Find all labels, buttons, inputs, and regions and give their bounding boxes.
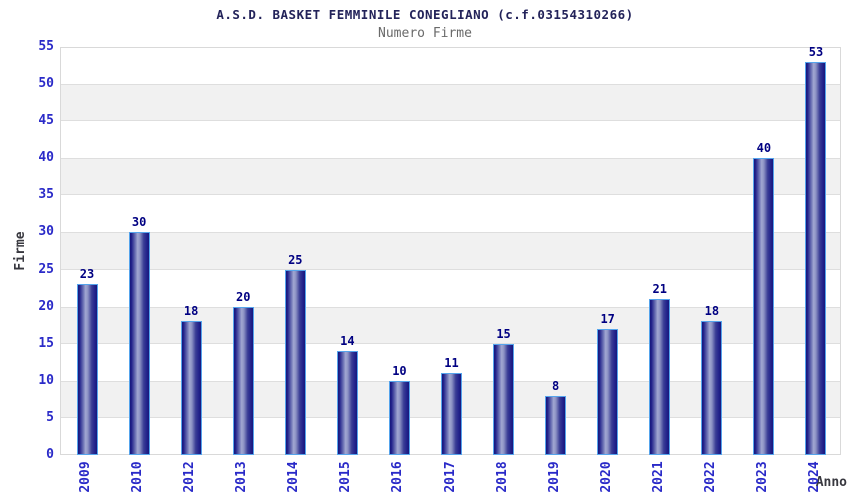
x-tick-label: 2020 — [598, 461, 614, 493]
bar-2019 — [545, 395, 567, 455]
bar-value-label: 15 — [496, 326, 511, 341]
x-tick-label: 2015 — [338, 461, 354, 493]
bar-value-label: 10 — [392, 363, 407, 378]
x-tick-label: 2018 — [494, 461, 510, 493]
bar-value-label: 53 — [808, 44, 824, 59]
x-tick-label: 2012 — [182, 461, 198, 493]
bar-value-label: 14 — [340, 334, 355, 349]
bar-value-label: 17 — [600, 311, 615, 326]
x-tick-label: 2023 — [754, 461, 770, 493]
bar-value-label: 25 — [288, 252, 303, 267]
x-tick-label: 2021 — [650, 461, 666, 493]
bar-value-label: 23 — [79, 267, 95, 282]
x-tick-label: 2019 — [546, 461, 562, 493]
y-tick-label: 15 — [38, 335, 54, 351]
grid-band — [61, 84, 840, 122]
bar-2018 — [493, 343, 515, 455]
x-tick-label: 2017 — [442, 461, 458, 493]
y-tick-label: 20 — [38, 298, 54, 314]
x-tick-label: 2013 — [234, 461, 250, 493]
bar-2022 — [701, 321, 723, 455]
bar-2010 — [128, 232, 150, 455]
y-tick-label: 40 — [38, 150, 54, 166]
bar-value-label: 20 — [235, 289, 251, 304]
x-tick-label: 2024 — [806, 461, 822, 493]
x-axis-title: Anno — [815, 475, 847, 490]
bar-2017 — [441, 373, 462, 455]
x-tick-label: 2014 — [286, 461, 302, 493]
bar-2009 — [76, 284, 98, 455]
y-tick-label: 55 — [38, 39, 54, 54]
y-tick-label: 25 — [38, 261, 54, 277]
y-tick-label: 45 — [38, 113, 54, 129]
grid-band — [61, 158, 840, 196]
grid-band — [61, 232, 840, 270]
x-tick-label: 2022 — [702, 461, 718, 493]
bar-value-label: 21 — [652, 282, 667, 297]
y-tick-label: 30 — [38, 224, 54, 240]
bar-2014 — [284, 269, 306, 455]
chart-title: A.S.D. BASKET FEMMINILE CONEGLIANO (c.f.… — [216, 7, 634, 22]
y-tick-label: 5 — [46, 409, 54, 425]
y-tick-label: 10 — [38, 372, 54, 388]
bar-value-label: 11 — [444, 356, 459, 371]
bar-2023 — [753, 158, 775, 455]
bar-2024 — [805, 61, 827, 455]
bar-value-label: 30 — [131, 215, 147, 230]
bar-value-label: 40 — [756, 141, 772, 156]
bar-value-label: 8 — [552, 378, 560, 393]
x-tick-label: 2016 — [390, 461, 406, 493]
plot-area: 23 30 18 20 25 14 10 11 15 8 17 21 18 40 53 — [60, 44, 841, 455]
bar-2016 — [388, 380, 410, 455]
chart-subtitle: Numero Firme — [378, 26, 472, 41]
bar-value-label: 18 — [183, 304, 199, 319]
x-tick-label: 2010 — [130, 461, 146, 493]
bar-2013 — [232, 306, 254, 455]
y-tick-label: 50 — [38, 76, 54, 92]
bar-2021 — [649, 299, 671, 455]
bar-2015 — [336, 351, 358, 455]
y-tick-label: 0 — [46, 447, 54, 462]
bar-value-label: 18 — [704, 304, 720, 319]
bar-2012 — [180, 321, 202, 455]
y-tick-label: 35 — [38, 187, 54, 203]
x-tick-label: 2009 — [78, 461, 94, 493]
bar-2020 — [597, 328, 619, 455]
